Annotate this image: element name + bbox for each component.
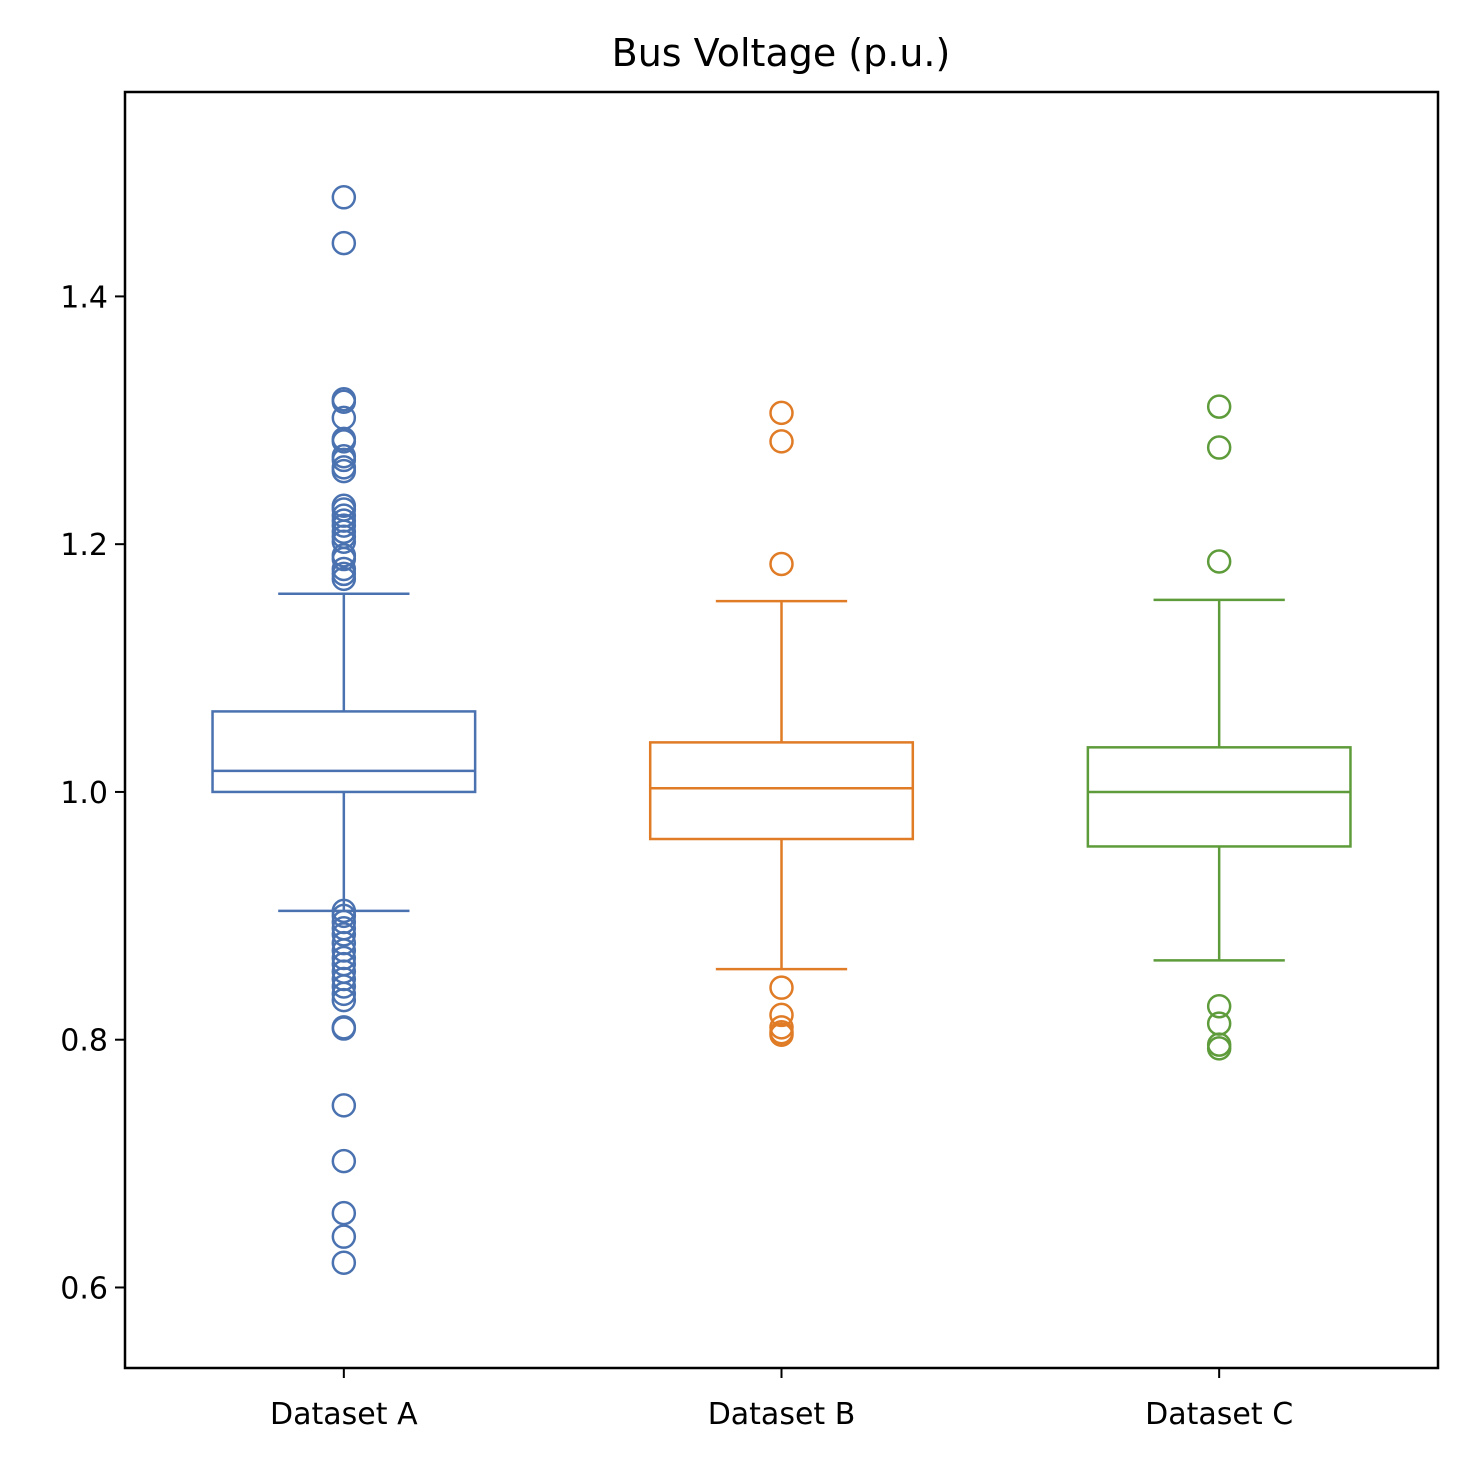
series-2-outlier-point [769,429,794,454]
series-3-outlier-point [1206,549,1232,574]
series-1-outlier-point [331,1200,357,1226]
series-1-outlier-point [331,429,357,454]
series-3-outlier-point [1206,435,1232,460]
series-3-outlier-point [1206,394,1232,419]
series-3-iqr-box [1086,746,1352,848]
y-tick-label: 1.2 [60,528,108,563]
series-3-outlier-point [1206,1036,1232,1061]
y-tick-label: 0.6 [60,1271,108,1306]
series-2-iqr-box [648,741,915,841]
series-1-outlier-point [331,458,357,484]
series-2-box [648,400,915,1048]
series-1-outlier-point [331,987,357,1013]
y-tick-label: 1.4 [60,280,108,315]
series-1-box [211,185,477,1275]
series-2-outlier-point [769,400,794,426]
x-tick-label: Dataset C [1145,1397,1293,1432]
series-3-outlier-point [1206,994,1232,1019]
y-tick-label: 0.8 [60,1024,108,1059]
series-1-outlier-point [331,974,357,999]
chart-title: Bus Voltage (p.u.) [612,31,951,75]
series-1-iqr-box [211,710,477,794]
series-2-outlier-point [769,1002,794,1028]
series-1-outlier-point [331,1250,357,1275]
y-tick-label: 1.0 [60,776,108,811]
x-tick-label: Dataset B [708,1397,856,1432]
series-1-outlier-point [331,1224,357,1249]
series-1-outlier-point [331,1093,357,1118]
series-1-outlier-point [331,981,357,1007]
series-1-outlier-point [331,922,357,947]
series-1-outlier-point [331,389,357,414]
x-tick-label: Dataset A [270,1397,418,1432]
series-3-outlier-point [1206,1011,1232,1036]
series-1-outlier-point [331,513,357,538]
series-1-outlier-point [331,1016,357,1041]
series-1-outlier-point [331,529,357,554]
series-3-box [1086,394,1352,1061]
series-1-outlier-point [331,447,357,473]
series-1-outlier-point [331,230,357,256]
series-2-outlier-point [769,975,794,1000]
series-1-outlier-point [331,185,357,210]
series-1-outlier-point [331,903,357,929]
axes: 0.6 0.8 1.0 1.2 1.4 Dataset A Dataset B Dataset… [60,280,1293,1432]
series-1-outlier-point [331,546,357,572]
series-2-outlier-point [769,551,794,577]
series-2-outlier-point [769,1022,794,1048]
series-1-outlier-point [331,1148,357,1174]
plot-area [211,185,1352,1275]
series-1-outlier-point [331,566,357,592]
